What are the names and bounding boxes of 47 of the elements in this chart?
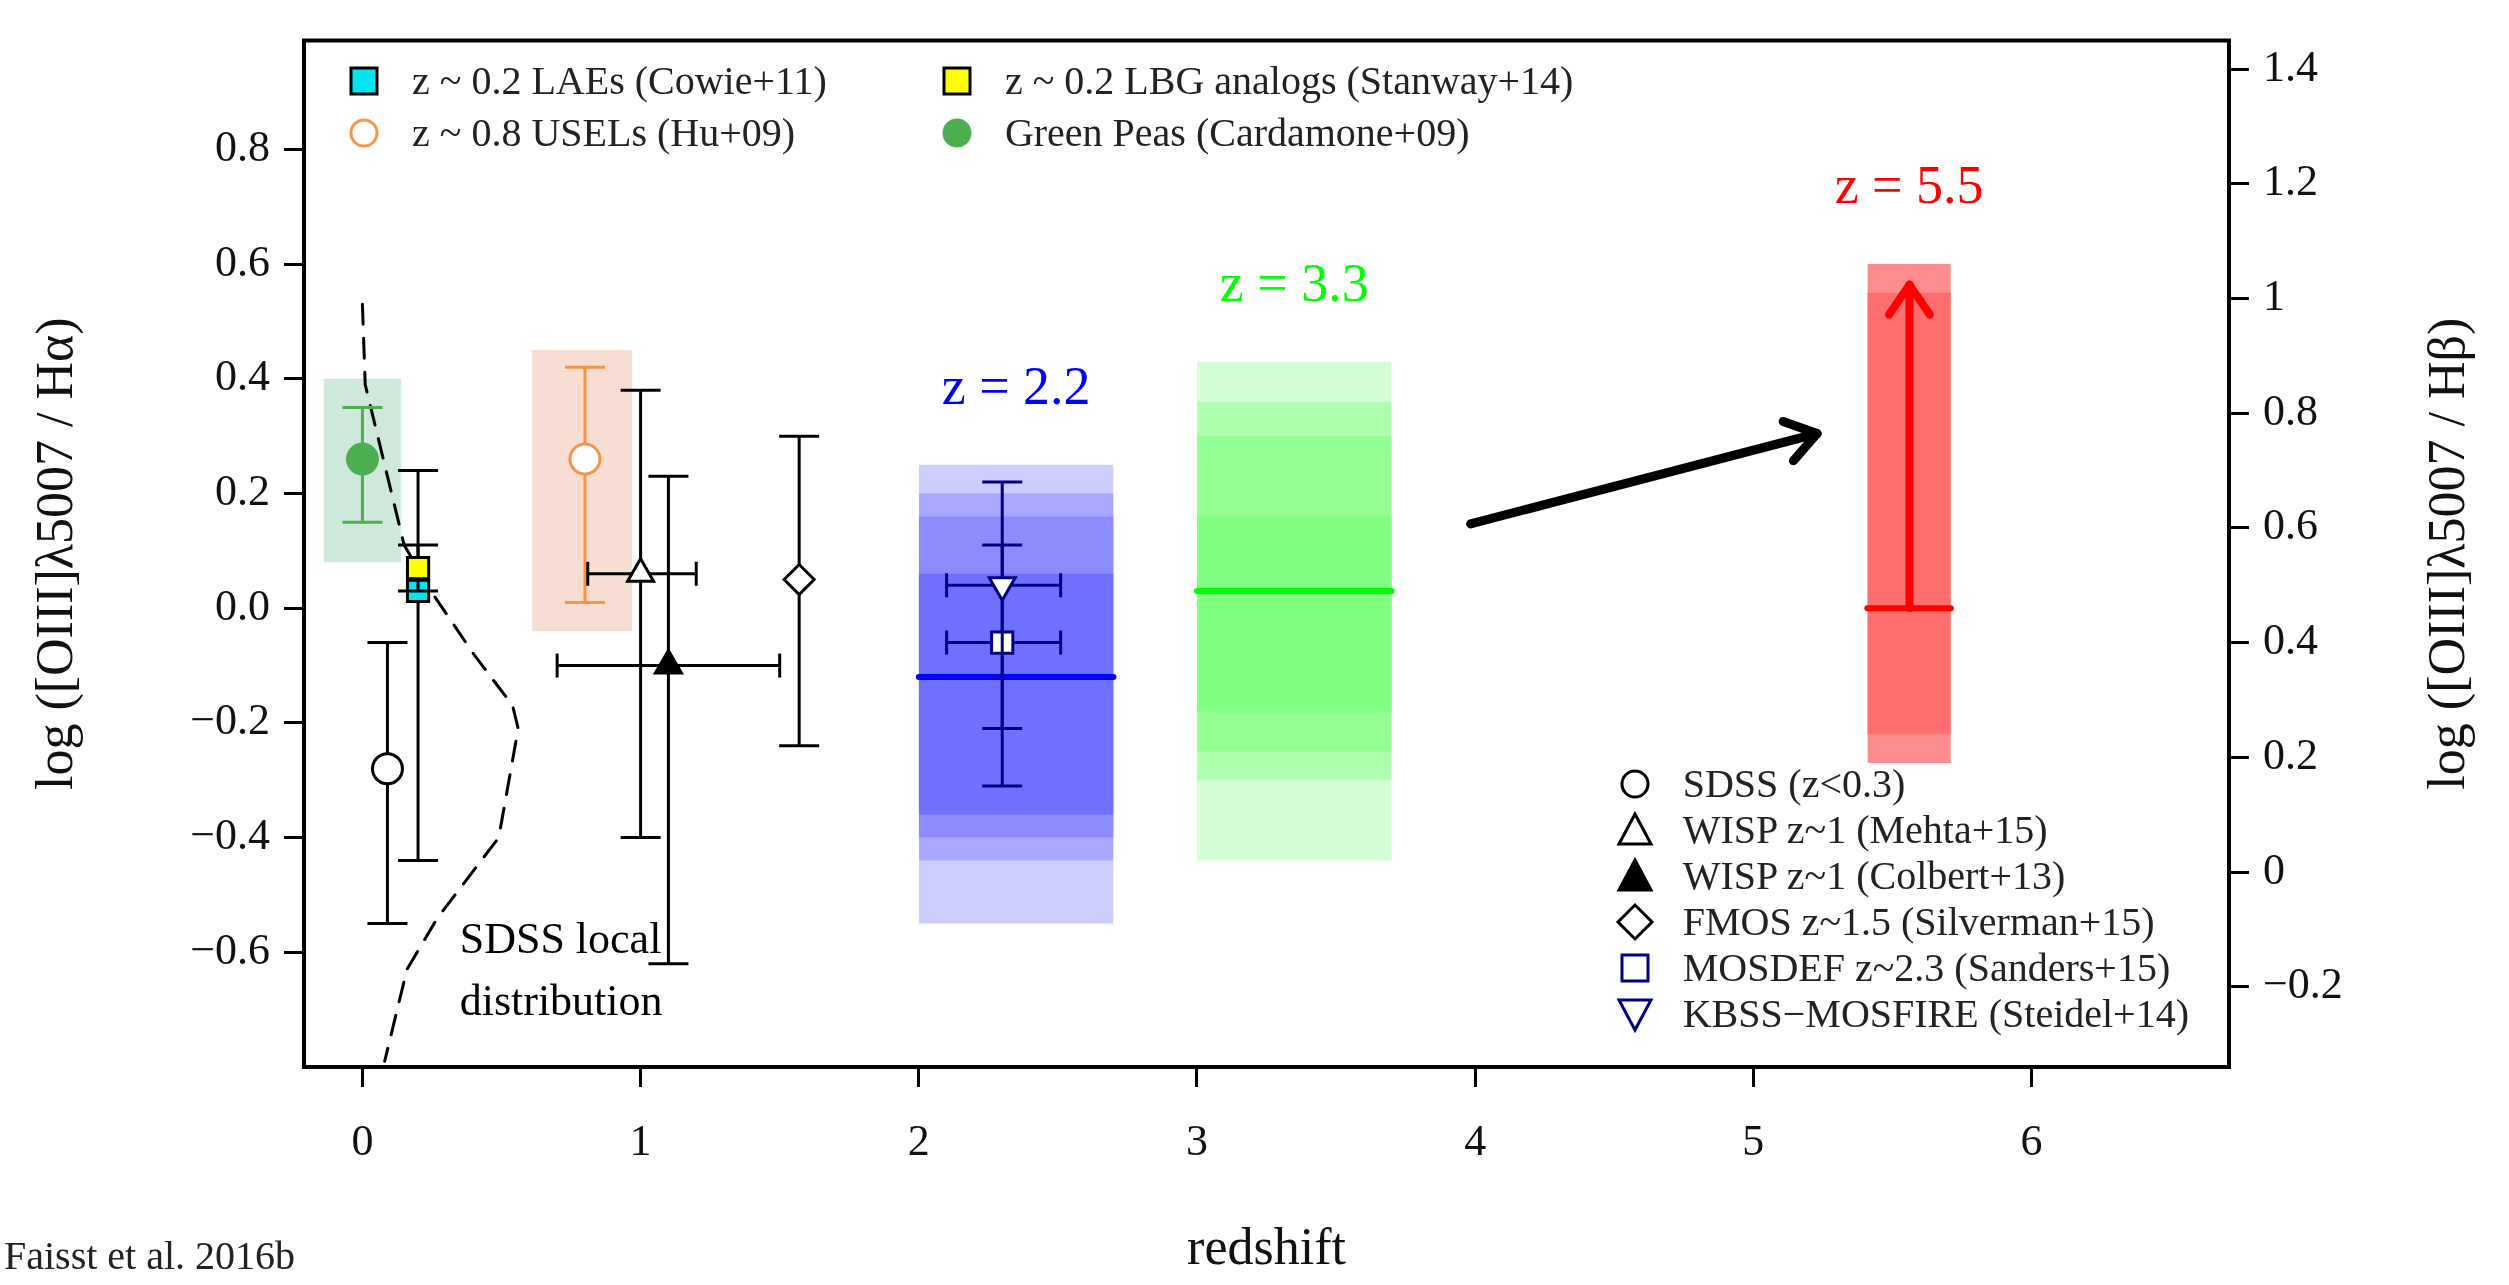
y-tick-label: −0.6 xyxy=(190,924,270,974)
y2-tick-label: 0.6 xyxy=(2263,500,2318,550)
x-axis-title: redshift xyxy=(1187,1217,1347,1275)
legend-label: MOSDEF z~2.3 (Sanders+15) xyxy=(1682,945,2171,991)
y2-tick-label: 0.2 xyxy=(2263,729,2318,779)
text: z = 3.3 xyxy=(1219,252,1369,313)
x-tick-label: 1 xyxy=(629,1115,652,1165)
y-axis-title: log ([OIII]λ5007 / Hα) xyxy=(25,317,84,791)
y-tick-label: 0.2 xyxy=(215,466,270,516)
legend-label: z ~ 0.2 LAEs (Cowie+11) xyxy=(412,58,827,105)
x-tick-label: 2 xyxy=(907,1115,930,1165)
x-tick-label: 6 xyxy=(2020,1115,2043,1165)
y2-tick-label: 1 xyxy=(2263,271,2285,321)
y-tick-label: 0.8 xyxy=(215,121,270,171)
point xyxy=(568,442,602,476)
legend-label: z ~ 0.2 LBG analogs (Stanway+14) xyxy=(1004,58,1574,105)
legend-label: KBSS−MOSFIRE (Steidel+14) xyxy=(1682,991,2189,1037)
y2-tick-label: 0.4 xyxy=(2263,615,2318,665)
y2-tick-label: 1.2 xyxy=(2263,156,2318,206)
legend-label: SDSS (z<0.3) xyxy=(1682,761,1906,807)
point xyxy=(345,442,379,476)
x-tick-label: 4 xyxy=(1464,1115,1487,1165)
text: z = 5.5 xyxy=(1834,155,1984,216)
legend-label: WISP z~1 (Colbert+13) xyxy=(1682,853,2066,899)
y2-tick-label: 0.8 xyxy=(2263,385,2318,435)
legend-label: FMOS z~1.5 (Silverman+15) xyxy=(1682,899,2155,945)
y-tick-label: 0.0 xyxy=(215,580,270,630)
point xyxy=(405,555,431,581)
y-tick-label: 0.6 xyxy=(215,236,270,286)
y-tick-label: 0.4 xyxy=(215,351,270,401)
y2-axis-title: log ([OIII]λ5007 / Hβ) xyxy=(2417,317,2476,790)
y-tick-label: −0.2 xyxy=(190,695,270,745)
legend-label: Green Peas (Cardamone+09) xyxy=(1004,110,1470,157)
y2-tick-label: −0.2 xyxy=(2263,959,2343,1009)
y-tick-label: −0.4 xyxy=(190,810,270,860)
text: z = 2.2 xyxy=(941,355,1091,416)
y2-tick-label: 1.4 xyxy=(2263,41,2318,91)
series-label: SDSS local distribution xyxy=(459,913,663,1025)
x-tick-label: 0 xyxy=(351,1115,374,1165)
legend-label: z ~ 0.8 USELs (Hu+09) xyxy=(412,110,796,157)
x-tick-label: 3 xyxy=(1185,1115,1208,1165)
y2-tick-label: 0 xyxy=(2263,844,2285,894)
x-tick-label: 5 xyxy=(1742,1115,1765,1165)
text: Faisst et al. 2016b xyxy=(4,1232,296,1279)
point xyxy=(370,752,404,786)
point xyxy=(782,563,816,597)
legend-label: WISP z~1 (Mehta+15) xyxy=(1682,807,2048,853)
